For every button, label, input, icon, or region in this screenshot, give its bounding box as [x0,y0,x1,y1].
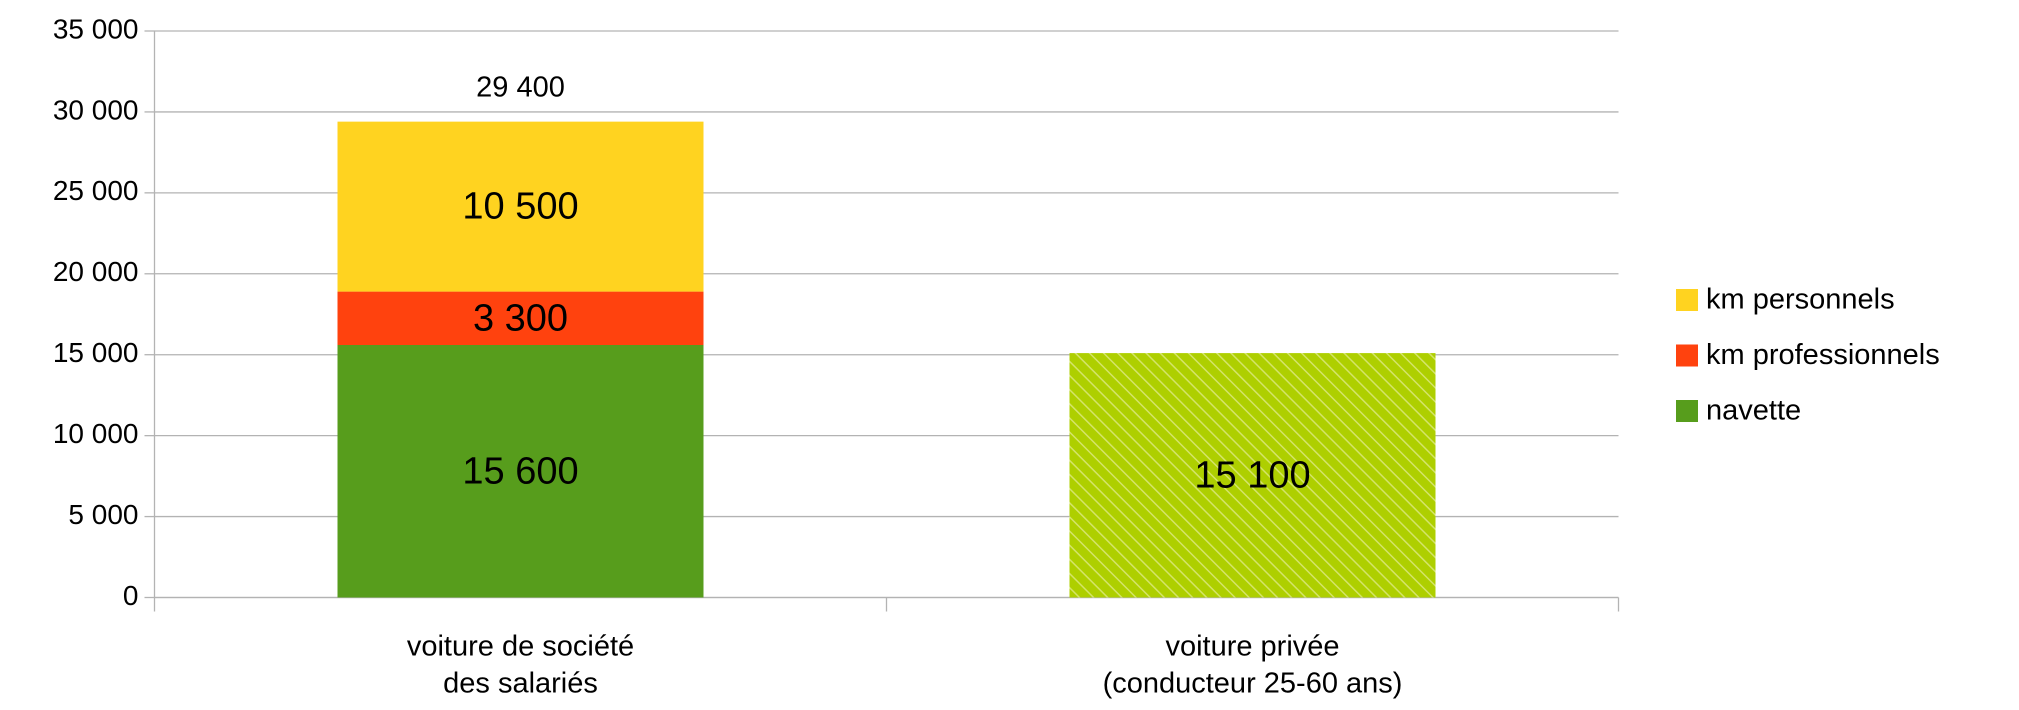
bar-segment [1069,353,1436,598]
data-label: 3 300 [473,297,568,339]
legend-label: km personnels [1706,284,1895,316]
y-tick-label: 5 000 [68,499,138,530]
data-label: 15 600 [462,450,578,492]
x-tick-label-line: des salariés [443,667,598,699]
y-tick-label: 35 000 [53,13,139,44]
legend-swatch [1676,344,1698,367]
y-tick-label: 20 000 [53,256,139,287]
bar-segment [337,345,704,598]
y-tick-label: 15 000 [53,337,139,368]
total-label: 29 400 [476,71,565,103]
x-tick-label-line: (conducteur 25-60 ans) [1103,667,1403,699]
data-label: 15 100 [1194,454,1310,496]
bar-segment [337,121,704,292]
x-tick-label-line: voiture privée [1165,630,1339,662]
y-tick-label: 10 000 [53,418,139,449]
y-tick-label: 30 000 [53,94,139,125]
x-tick-label-line: voiture de société [407,630,634,662]
y-tick-label: 0 [123,580,139,611]
legend-label: navette [1706,395,1801,427]
legend-label: km professionnels [1706,339,1940,371]
data-label: 10 500 [462,186,578,228]
x-tick-label: voiture de société des salariés [407,630,634,699]
bar-segment [337,291,704,346]
legend-swatch [1676,400,1698,422]
x-tick-label: voiture privée (conducteur 25-60 ans) [1103,630,1403,699]
y-tick-label: 25 000 [53,175,139,206]
legend-swatch [1676,289,1698,311]
